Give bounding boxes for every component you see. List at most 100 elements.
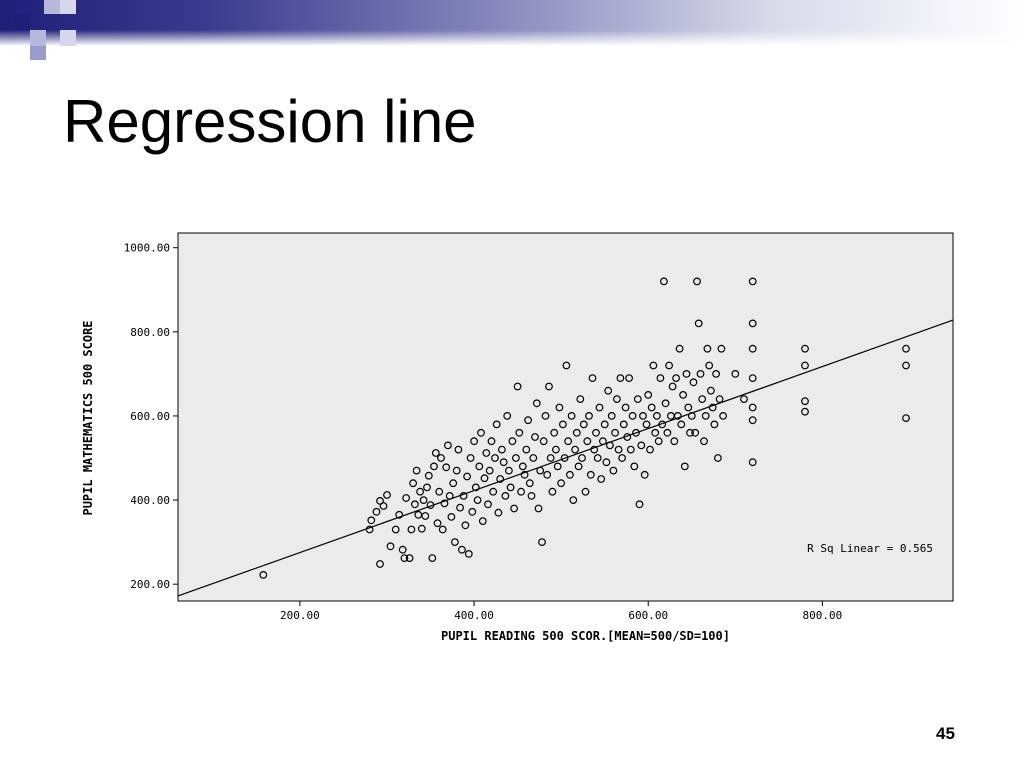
decor-square: [60, 0, 76, 14]
data-point: [456, 503, 465, 512]
data-point: [626, 445, 635, 454]
data-point: [748, 277, 757, 286]
data-point: [372, 507, 381, 516]
data-point: [471, 483, 480, 492]
data-point: [717, 344, 726, 353]
data-point: [693, 277, 701, 286]
decor-square: [44, 0, 60, 14]
data-point: [628, 412, 637, 420]
data-point: [498, 445, 506, 454]
data-point: [649, 361, 658, 370]
data-point: [597, 475, 606, 483]
data-point: [461, 521, 470, 530]
data-point: [442, 463, 451, 472]
data-point: [412, 466, 421, 475]
data-point: [259, 571, 268, 579]
data-point: [480, 474, 489, 483]
r-squared-annotation: R Sq Linear = 0.565: [807, 542, 933, 555]
y-tick-label: 200.00: [130, 578, 170, 591]
data-point: [567, 412, 576, 420]
data-point: [496, 475, 505, 483]
data-point: [555, 403, 564, 412]
data-point: [686, 428, 694, 437]
data-point: [492, 420, 501, 429]
data-point: [680, 462, 689, 471]
data-point: [731, 370, 740, 378]
data-point: [503, 412, 512, 420]
decor-square: [30, 46, 46, 60]
data-point: [464, 550, 473, 558]
data-point: [714, 454, 722, 462]
data-point: [740, 395, 748, 404]
data-point: [651, 428, 660, 437]
data-point: [637, 441, 646, 450]
data-point: [452, 466, 461, 475]
data-point: [379, 502, 388, 510]
data-point: [581, 487, 590, 496]
data-point: [433, 519, 442, 528]
data-point: [660, 277, 668, 286]
data-point: [557, 479, 565, 488]
data-point: [463, 472, 472, 481]
data-point: [421, 512, 430, 520]
data-point: [489, 487, 498, 496]
data-point: [534, 504, 543, 513]
data-point: [588, 374, 597, 383]
data-point: [600, 420, 609, 429]
data-point: [621, 403, 630, 412]
data-point: [801, 407, 809, 416]
data-point: [644, 391, 653, 399]
data-point: [376, 560, 384, 568]
data-point: [405, 554, 414, 562]
data-point: [512, 454, 520, 462]
data-point: [437, 454, 445, 462]
data-point: [548, 487, 557, 496]
data-point: [562, 361, 571, 370]
data-point: [672, 374, 680, 383]
data-point: [458, 545, 466, 554]
data-point: [520, 470, 529, 479]
data-point: [607, 412, 616, 420]
x-tick-label: 800.00: [803, 609, 843, 622]
data-point: [694, 319, 703, 328]
decor-square: [30, 30, 46, 46]
data-point: [539, 437, 548, 446]
data-point: [532, 399, 541, 408]
data-point: [435, 487, 444, 496]
data-point: [585, 412, 593, 420]
data-point: [663, 428, 672, 437]
data-point: [902, 361, 910, 370]
data-point: [473, 496, 482, 505]
page-number: 45: [936, 724, 955, 743]
data-point: [902, 344, 910, 353]
data-point: [635, 500, 644, 509]
data-point: [513, 382, 522, 391]
data-point: [801, 397, 809, 406]
y-tick-label: 600.00: [130, 410, 170, 423]
data-point: [367, 516, 376, 525]
data-point: [391, 525, 400, 534]
data-point: [661, 399, 670, 408]
data-point: [478, 517, 487, 525]
data-point: [383, 491, 391, 499]
data-point: [679, 391, 687, 399]
x-tick-label: 600.00: [628, 609, 668, 622]
data-point: [386, 542, 395, 551]
data-point: [376, 497, 384, 505]
data-point: [902, 414, 910, 423]
data-point: [748, 416, 757, 425]
data-point: [470, 437, 479, 446]
data-point: [491, 454, 499, 462]
data-point: [431, 449, 440, 457]
data-point: [506, 483, 515, 492]
data-point: [517, 487, 525, 496]
data-point: [546, 454, 555, 462]
data-point: [715, 395, 724, 404]
data-point: [684, 403, 693, 412]
data-point: [611, 428, 619, 437]
data-point: [654, 437, 663, 446]
data-point: [705, 361, 714, 370]
axes: 200.00 400.00 600.00 800.00 200.00 400.00 600.…: [124, 242, 843, 622]
data-point: [578, 454, 586, 462]
data-point: [424, 471, 433, 480]
